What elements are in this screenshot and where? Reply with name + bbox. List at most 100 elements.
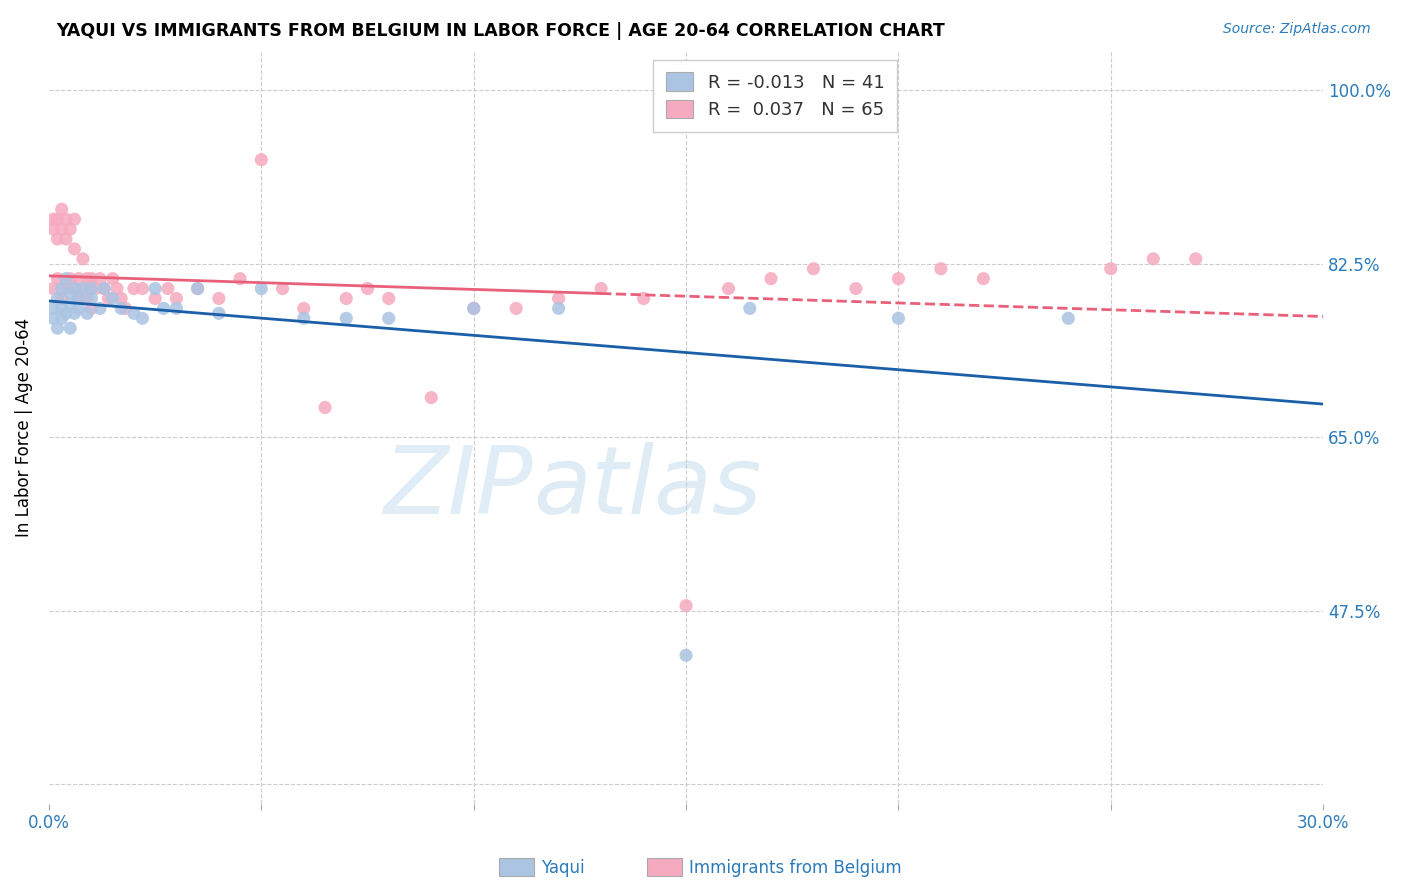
Point xyxy=(101,271,124,285)
Point xyxy=(131,282,153,296)
Point xyxy=(187,282,209,296)
Point xyxy=(803,261,825,276)
Point xyxy=(208,306,231,320)
Point xyxy=(72,282,94,296)
Point xyxy=(110,292,132,306)
Text: Immigrants from Belgium: Immigrants from Belgium xyxy=(689,859,901,877)
Point xyxy=(51,311,73,326)
Point xyxy=(208,292,231,306)
Point xyxy=(105,282,128,296)
Point xyxy=(93,282,115,296)
Point xyxy=(929,261,952,276)
Point xyxy=(51,202,73,217)
Point xyxy=(156,282,179,296)
Point xyxy=(292,301,315,316)
Point xyxy=(76,306,98,320)
Point xyxy=(165,292,187,306)
Point xyxy=(335,292,357,306)
Point xyxy=(55,282,77,296)
Point xyxy=(55,232,77,246)
Point xyxy=(46,271,69,285)
Point xyxy=(89,301,111,316)
Point xyxy=(675,599,697,613)
Point xyxy=(143,282,166,296)
Point xyxy=(80,271,103,285)
Point xyxy=(42,311,65,326)
Point xyxy=(356,282,378,296)
Point xyxy=(72,282,94,296)
Point xyxy=(229,271,252,285)
Point xyxy=(46,212,69,227)
Point xyxy=(1184,252,1206,266)
Point xyxy=(67,271,90,285)
Point xyxy=(46,232,69,246)
Point xyxy=(591,282,613,296)
Point xyxy=(143,292,166,306)
Y-axis label: In Labor Force | Age 20-64: In Labor Force | Age 20-64 xyxy=(15,318,32,537)
Point xyxy=(122,306,145,320)
Text: atlas: atlas xyxy=(533,442,762,533)
Point xyxy=(59,222,82,236)
Point xyxy=(63,306,86,320)
Point xyxy=(377,292,399,306)
Legend: R = -0.013   N = 41, R =  0.037   N = 65: R = -0.013 N = 41, R = 0.037 N = 65 xyxy=(654,60,897,132)
Point xyxy=(887,311,910,326)
Point xyxy=(59,271,82,285)
Point xyxy=(250,153,273,167)
Point xyxy=(80,301,103,316)
Point xyxy=(114,301,136,316)
Point xyxy=(122,282,145,296)
Point xyxy=(420,391,443,405)
Point xyxy=(63,242,86,256)
Point xyxy=(1142,252,1164,266)
Point xyxy=(55,306,77,320)
Point xyxy=(42,222,65,236)
Point xyxy=(46,292,69,306)
Point xyxy=(972,271,994,285)
Point xyxy=(51,292,73,306)
Point xyxy=(80,292,103,306)
Text: YAQUI VS IMMIGRANTS FROM BELGIUM IN LABOR FORCE | AGE 20-64 CORRELATION CHART: YAQUI VS IMMIGRANTS FROM BELGIUM IN LABO… xyxy=(56,22,945,40)
Point xyxy=(89,271,111,285)
Point xyxy=(505,301,527,316)
Point xyxy=(1057,311,1080,326)
Point xyxy=(738,301,761,316)
Point xyxy=(67,301,90,316)
Point xyxy=(547,292,569,306)
Point xyxy=(97,292,120,306)
Point xyxy=(463,301,485,316)
Point xyxy=(67,292,90,306)
Point xyxy=(59,286,82,301)
Point xyxy=(547,301,569,316)
Point xyxy=(55,212,77,227)
Point xyxy=(59,321,82,335)
Point xyxy=(42,212,65,227)
Point xyxy=(76,292,98,306)
Point xyxy=(42,282,65,296)
Point xyxy=(67,292,90,306)
Point xyxy=(271,282,294,296)
Text: ZIP: ZIP xyxy=(384,442,533,533)
Point xyxy=(187,282,209,296)
Point xyxy=(51,222,73,236)
Point xyxy=(51,282,73,296)
Point xyxy=(93,282,115,296)
Point xyxy=(292,311,315,326)
Point xyxy=(110,301,132,316)
FancyBboxPatch shape xyxy=(499,858,534,876)
Text: Yaqui: Yaqui xyxy=(541,859,585,877)
Point xyxy=(165,301,187,316)
Text: Source: ZipAtlas.com: Source: ZipAtlas.com xyxy=(1223,22,1371,37)
Point xyxy=(84,282,107,296)
Point xyxy=(335,311,357,326)
Point xyxy=(633,292,655,306)
Point xyxy=(55,271,77,285)
Point xyxy=(152,301,174,316)
Point xyxy=(51,301,73,316)
Point xyxy=(63,282,86,296)
Point xyxy=(759,271,782,285)
Point xyxy=(717,282,740,296)
FancyBboxPatch shape xyxy=(647,858,682,876)
Point xyxy=(46,321,69,335)
Point xyxy=(845,282,868,296)
